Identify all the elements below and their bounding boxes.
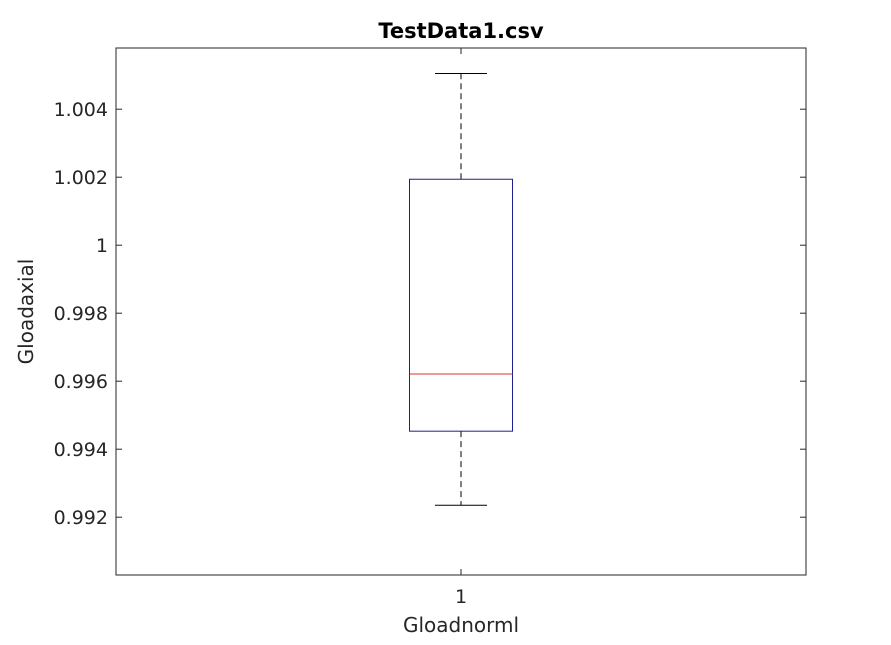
y-axis-ticks: 0.992 0.994 0.996 0.998 1 1.002 1.004 (54, 99, 806, 529)
y-tick-label: 1 (96, 235, 108, 257)
box-series (409, 73, 513, 506)
y-axis-label: Gloadaxial (14, 259, 38, 365)
x-tick-label: 1 (455, 586, 467, 608)
interquartile-box (409, 178, 513, 432)
y-tick-label: 1.002 (54, 167, 108, 189)
x-axis-label: Gloadnorml (403, 613, 519, 637)
chart-title: TestData1.csv (378, 19, 544, 43)
box-1 (409, 73, 513, 506)
y-tick-label: 0.998 (54, 303, 108, 325)
x-axis-ticks: 1 (455, 48, 467, 608)
y-tick-label: 1.004 (54, 99, 108, 121)
y-tick-label: 0.996 (54, 371, 108, 393)
y-tick-label: 0.994 (54, 439, 108, 461)
y-tick-label: 0.992 (54, 507, 108, 529)
